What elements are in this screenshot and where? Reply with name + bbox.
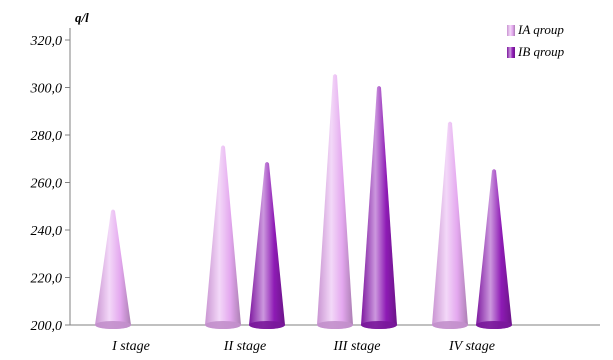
- cone-bar-ia-1: [95, 209, 131, 329]
- legend-label: IB qroup: [517, 44, 565, 59]
- cone-body: [361, 86, 397, 329]
- y-tick-label: 200,0: [31, 319, 63, 334]
- category-labels: I stage II stage III stage IV stage: [111, 339, 495, 354]
- legend-swatch: [507, 25, 515, 36]
- cone-base: [95, 321, 131, 329]
- legend: IA qroup IB qroup: [507, 22, 565, 59]
- cone-body: [95, 209, 131, 329]
- legend-label: IA qroup: [517, 22, 564, 37]
- y-axis-unit-label: q/l: [75, 10, 89, 25]
- y-tick-label: 300,0: [30, 82, 63, 97]
- bars-layer: [95, 74, 512, 329]
- y-tick-label: 240,0: [31, 224, 63, 239]
- cone-bar-ia-2: [205, 145, 241, 329]
- x-category-label: IV stage: [448, 339, 495, 354]
- cone-bar-ia-4: [432, 121, 468, 329]
- cone-bar-ia-3: [317, 74, 353, 329]
- cone-body: [205, 145, 241, 329]
- cone-base: [249, 321, 285, 329]
- legend-swatch: [507, 47, 515, 58]
- cone-base: [317, 321, 353, 329]
- y-tick-label: 320,0: [30, 34, 63, 49]
- cone-body: [476, 169, 512, 329]
- y-tick-label: 280,0: [31, 129, 63, 144]
- cone-base: [476, 321, 512, 329]
- x-category-label: II stage: [223, 339, 266, 354]
- cone-bar-ib-4: [476, 169, 512, 329]
- y-tick-label: 260,0: [31, 177, 63, 192]
- cone-body: [249, 162, 285, 329]
- cone-bar-ib-2: [249, 162, 285, 329]
- cone-body: [432, 121, 468, 329]
- cone-body: [317, 74, 353, 329]
- y-tick-label: 220,0: [31, 272, 63, 287]
- cone-base: [361, 321, 397, 329]
- x-category-label: I stage: [111, 339, 150, 354]
- x-category-label: III stage: [332, 339, 380, 354]
- cone-base: [432, 321, 468, 329]
- cone-base: [205, 321, 241, 329]
- cone-bar-ib-3: [361, 86, 397, 329]
